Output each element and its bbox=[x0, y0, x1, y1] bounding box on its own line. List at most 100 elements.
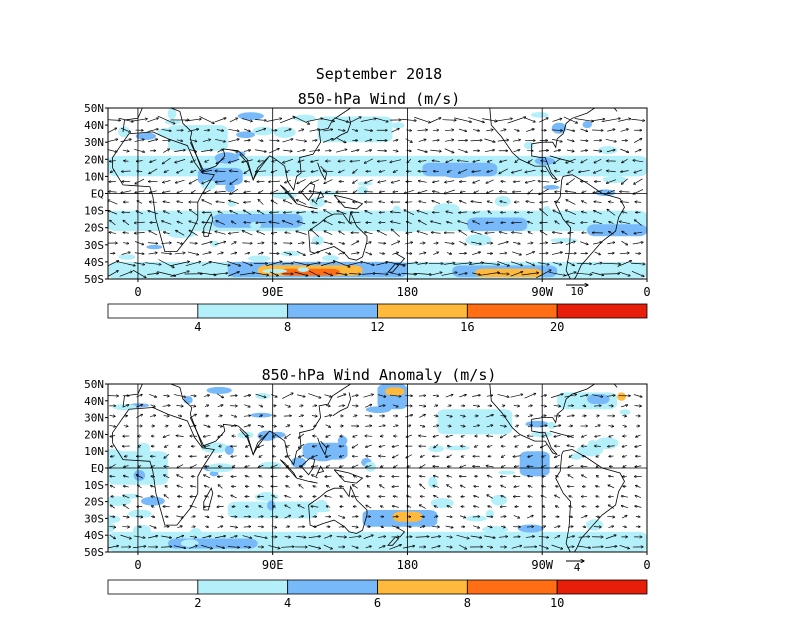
coastline bbox=[189, 417, 205, 447]
wind-arrow bbox=[392, 486, 399, 487]
wind-arrow bbox=[507, 117, 526, 124]
wind-arrow bbox=[148, 243, 158, 244]
coastline bbox=[333, 194, 364, 210]
wind-arrow bbox=[151, 476, 156, 477]
wind-arrow bbox=[446, 516, 453, 517]
wind-arrow bbox=[567, 445, 575, 448]
wind-arrow bbox=[170, 271, 189, 277]
wind-arrow bbox=[501, 454, 506, 458]
wind-arrow bbox=[190, 464, 197, 469]
wind-arrow bbox=[297, 221, 306, 225]
shade-speckle bbox=[118, 254, 136, 260]
wind-arrow bbox=[540, 209, 548, 217]
wind-arrow bbox=[474, 190, 479, 193]
wind-arrow bbox=[161, 253, 171, 254]
wind-arrow bbox=[177, 190, 183, 194]
wind-arrow bbox=[485, 233, 495, 234]
wind-arrow bbox=[576, 263, 592, 264]
wind-arrow bbox=[242, 261, 252, 266]
colorbar-label: 8 bbox=[284, 320, 291, 334]
wind-arrow bbox=[417, 130, 427, 131]
wind-arrow bbox=[499, 232, 508, 235]
wind-arrow bbox=[606, 171, 616, 172]
wind-arrow bbox=[631, 118, 644, 120]
wind-arrow bbox=[136, 211, 144, 215]
wind-arrow bbox=[404, 210, 415, 216]
wind-arrow bbox=[568, 475, 574, 479]
longitude-label: 90W bbox=[531, 285, 553, 299]
shade-speckle bbox=[523, 141, 534, 150]
wind-arrow bbox=[218, 466, 223, 467]
coastline bbox=[594, 108, 618, 112]
wind-arrow bbox=[525, 252, 535, 256]
shade-speckle bbox=[200, 442, 229, 454]
wind-arrow bbox=[593, 190, 603, 193]
wind-arrow bbox=[552, 119, 562, 122]
latitude-label: 10N bbox=[84, 170, 104, 183]
wind-arrow bbox=[210, 261, 230, 266]
wind-arrow bbox=[270, 516, 277, 517]
wind-arrow bbox=[501, 181, 506, 182]
wind-arrow bbox=[593, 140, 602, 141]
wind-arrow bbox=[390, 272, 401, 275]
wind-arrow bbox=[447, 446, 452, 447]
latitude-label: 20S bbox=[84, 496, 104, 509]
wind-arrow bbox=[401, 118, 417, 120]
wind-arrow bbox=[325, 476, 332, 477]
wind-arrow bbox=[160, 547, 172, 548]
wind-arrow bbox=[377, 230, 388, 236]
longitude-label: 0 bbox=[643, 558, 650, 572]
wind-arrow bbox=[339, 169, 345, 173]
wind-arrow bbox=[405, 537, 412, 538]
wind-arrow bbox=[294, 271, 308, 276]
wind-arrow bbox=[433, 252, 438, 255]
wind-arrow bbox=[244, 202, 251, 203]
wind-arrow bbox=[281, 547, 294, 548]
wind-arrow bbox=[430, 118, 441, 123]
wind-arrow bbox=[283, 212, 293, 213]
wind-arrow bbox=[621, 240, 627, 245]
wind-arrow bbox=[351, 526, 358, 527]
colorbar-segment bbox=[556, 303, 648, 319]
wind-arrow bbox=[377, 161, 387, 162]
wind-arrow bbox=[205, 527, 208, 528]
wind-arrow bbox=[607, 189, 616, 193]
wind-arrow bbox=[608, 446, 615, 447]
wind-arrow bbox=[472, 525, 479, 528]
wind-arrow bbox=[472, 272, 480, 275]
wind-arrow bbox=[269, 212, 279, 213]
shade-speckle bbox=[433, 203, 460, 214]
shade-speckle bbox=[488, 426, 502, 432]
wind-arrow bbox=[406, 202, 413, 203]
wind-arrow bbox=[339, 486, 344, 487]
wind-arrow bbox=[119, 271, 133, 277]
wind-arrow bbox=[268, 181, 280, 182]
wind-arrow bbox=[414, 116, 430, 122]
colorbar-label: 12 bbox=[370, 320, 384, 334]
wind-arrow bbox=[556, 476, 559, 477]
wind-arrow bbox=[320, 262, 335, 266]
wind-arrow bbox=[473, 179, 481, 183]
latitude-label: 50N bbox=[84, 102, 104, 115]
wind-arrow bbox=[258, 252, 263, 255]
wind-arrow bbox=[486, 516, 493, 517]
wind-arrow bbox=[445, 180, 455, 183]
wind-arrow bbox=[244, 168, 251, 174]
wind-arrow bbox=[582, 526, 585, 527]
wind-arrow bbox=[393, 464, 398, 468]
wind-arrow bbox=[164, 475, 170, 479]
wind-arrow bbox=[596, 465, 600, 467]
wind-arrow bbox=[296, 536, 306, 537]
shade-speckle bbox=[290, 457, 307, 468]
wind-arrow bbox=[351, 150, 359, 152]
wind-arrow bbox=[258, 140, 263, 141]
wind-arrow bbox=[595, 486, 600, 487]
wind-arrow bbox=[108, 149, 117, 152]
shade-speckle bbox=[108, 449, 122, 455]
wind-arrow bbox=[163, 190, 171, 193]
wind-arrow bbox=[201, 544, 212, 548]
wind-arrow bbox=[297, 179, 306, 183]
wind-arrow bbox=[568, 233, 574, 234]
shade-speckle bbox=[322, 255, 339, 262]
anomaly-panel: 850-hPa Wind Anomaly (m/s) 50N 40N 30N 20N 1… bbox=[84, 366, 650, 610]
